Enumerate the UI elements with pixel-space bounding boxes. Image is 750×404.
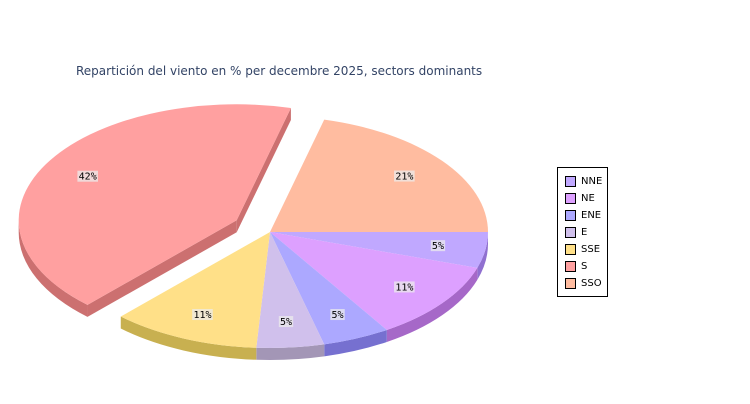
chart-title: Repartición del viento en % per decembre… <box>76 64 483 78</box>
legend-swatch <box>565 210 576 221</box>
legend-label: NNE <box>581 176 603 187</box>
pie-side-sse <box>120 316 257 360</box>
pie-edge-s <box>236 107 291 233</box>
data-label-s: 42% <box>79 172 97 183</box>
pie-tops <box>18 104 488 348</box>
pie-slice-ne <box>270 232 478 330</box>
data-label-sse: 11% <box>193 310 211 321</box>
legend-swatch <box>565 193 576 204</box>
pie-slice-s <box>18 104 291 305</box>
data-label-bg <box>394 281 415 293</box>
legend-label: SSE <box>581 244 601 255</box>
data-label-ne: 11% <box>395 282 413 293</box>
legend-item-nne: NNE <box>558 173 607 190</box>
legend-swatch <box>565 278 576 289</box>
pie-side-ne <box>386 267 478 342</box>
data-label-sso: 21% <box>395 172 413 183</box>
legend-swatch <box>565 261 576 272</box>
data-label-bg <box>278 316 294 328</box>
pie-slice-e <box>256 232 325 348</box>
pie-side-s <box>18 220 88 317</box>
legend-item-ne: NE <box>558 190 607 207</box>
legend-item-sse: SSE <box>558 241 607 258</box>
legend-swatch <box>565 227 576 238</box>
legend-label: ENE <box>581 210 602 221</box>
legend-label: E <box>581 227 588 238</box>
legend-item-sso: SSO <box>558 275 607 292</box>
pie-labels: 5% 11% 5% 5% 11% 42% 21% <box>77 170 446 328</box>
legend-swatch <box>565 176 576 187</box>
pie-slice-ene <box>270 232 387 345</box>
legend-label: S <box>581 261 588 272</box>
pie-side-e <box>256 344 325 360</box>
pie-slice-sso <box>270 119 488 232</box>
pie-depth <box>18 107 488 360</box>
chart-legend: NNE NE ENE E SSE S SSO <box>557 167 608 297</box>
legend-item-ene: ENE <box>558 207 607 224</box>
data-label-e: 5% <box>280 317 292 328</box>
data-label-bg <box>330 309 345 321</box>
legend-item-s: S <box>558 258 607 275</box>
data-label-bg <box>77 170 98 182</box>
data-label-ene: 5% <box>332 310 344 321</box>
pie-edge-s <box>87 220 237 317</box>
pie-side-nne <box>477 232 488 280</box>
legend-swatch <box>565 244 576 255</box>
data-label-bg <box>430 240 446 252</box>
data-label-nne: 5% <box>432 241 444 252</box>
data-label-bg <box>192 309 213 321</box>
pie-side-ene <box>324 329 387 357</box>
data-label-bg <box>394 170 415 182</box>
pie-slice-sse <box>120 232 270 348</box>
legend-label: NE <box>581 193 595 204</box>
legend-item-e: E <box>558 224 607 241</box>
legend-label: SSO <box>581 278 602 289</box>
